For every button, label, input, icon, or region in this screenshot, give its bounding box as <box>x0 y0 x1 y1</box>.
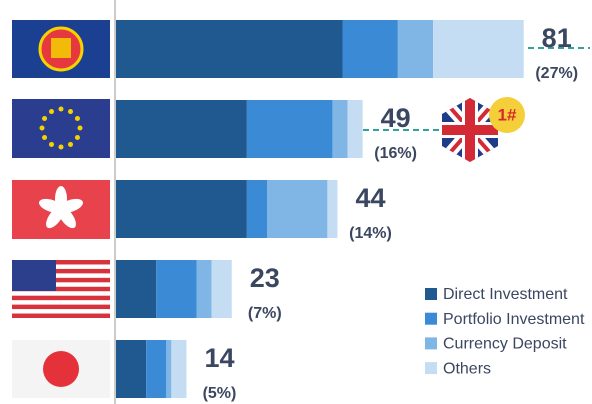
star <box>49 141 54 147</box>
star <box>68 109 73 115</box>
bar-segment <box>267 180 328 238</box>
legend-swatch <box>425 312 437 325</box>
star <box>74 116 80 121</box>
total-label: 81 <box>542 23 572 53</box>
stripe <box>12 277 110 283</box>
star <box>58 144 64 150</box>
star <box>74 135 80 140</box>
bar-segment <box>433 20 524 78</box>
bar-segment <box>246 180 267 238</box>
flag-asean <box>12 20 110 78</box>
stripe <box>12 295 110 301</box>
legend-swatch <box>425 337 437 350</box>
share-label: (5%) <box>203 385 237 402</box>
stripe <box>12 260 110 265</box>
bar-segment <box>146 340 167 398</box>
bar-segment <box>397 20 434 78</box>
legend-label: Direct Investment <box>443 286 568 303</box>
star <box>42 135 48 140</box>
bar-segment <box>342 20 398 78</box>
star <box>68 141 73 147</box>
total-label: 44 <box>355 183 385 213</box>
stripe <box>12 286 110 292</box>
bar-segment <box>171 340 187 398</box>
star <box>49 109 54 115</box>
flag-us <box>12 260 110 318</box>
star <box>77 125 83 131</box>
stripe <box>12 313 110 318</box>
flag-japan <box>12 340 110 398</box>
badge <box>489 97 525 133</box>
share-label: (16%) <box>374 145 417 162</box>
star <box>58 106 64 112</box>
legend-label: Portfolio Investment <box>443 311 585 328</box>
bar-segment <box>166 340 172 398</box>
legend-swatch <box>425 362 437 375</box>
uk-flag-icon <box>442 98 498 162</box>
canton <box>12 260 56 291</box>
share-label: (7%) <box>248 305 282 322</box>
star <box>42 116 48 121</box>
bar-segment <box>327 180 338 238</box>
legend-swatch <box>425 288 437 300</box>
bar-segment <box>332 100 348 158</box>
total-label: 23 <box>250 263 280 293</box>
total-label: 14 <box>204 343 234 373</box>
bar-segment <box>211 260 232 318</box>
bar-segment <box>347 100 363 158</box>
bar-segment <box>196 260 212 318</box>
star <box>39 125 45 131</box>
flag-eu <box>12 99 110 158</box>
share-label: (27%) <box>535 65 578 82</box>
bar-segment <box>156 260 197 318</box>
bar-segment <box>116 340 147 398</box>
total-label: 49 <box>381 103 411 133</box>
legend-label: Others <box>443 360 491 377</box>
bar-segment <box>116 20 343 78</box>
bar-segment <box>246 100 333 158</box>
share-label: (14%) <box>349 225 392 242</box>
stripe <box>12 268 110 274</box>
annotation: 1# <box>498 105 517 124</box>
bar-segment <box>116 100 247 158</box>
bar-segment <box>116 180 247 238</box>
stripe <box>12 304 110 310</box>
flag-hk <box>12 180 110 239</box>
legend-label: Currency Deposit <box>443 336 567 353</box>
bar-segment <box>116 260 157 318</box>
